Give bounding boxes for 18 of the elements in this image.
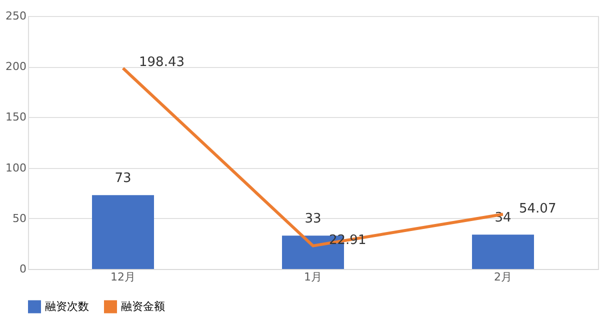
data-label: 73 xyxy=(114,171,132,186)
y-tick-label: 100 xyxy=(6,161,26,174)
legend-label: 融资金额 xyxy=(121,300,165,313)
data-label: 22.91 xyxy=(329,232,366,248)
data-label: 33 xyxy=(304,212,322,227)
bar xyxy=(92,195,154,269)
y-tick-label: 150 xyxy=(6,110,26,124)
y-tick-label: 50 xyxy=(12,212,26,225)
bar xyxy=(472,234,534,269)
y-tick-label: 0 xyxy=(20,262,26,276)
data-label: 54.07 xyxy=(519,201,556,216)
legend-label: 融资次数 xyxy=(45,300,89,313)
data-label: 198.43 xyxy=(139,55,184,70)
y-tick-label: 200 xyxy=(6,60,26,74)
x-tick-label: 1月 xyxy=(304,270,322,284)
y-tick-label: 250 xyxy=(6,10,26,22)
x-tick-label: 2月 xyxy=(494,270,512,284)
x-tick-label: 12月 xyxy=(110,270,136,284)
